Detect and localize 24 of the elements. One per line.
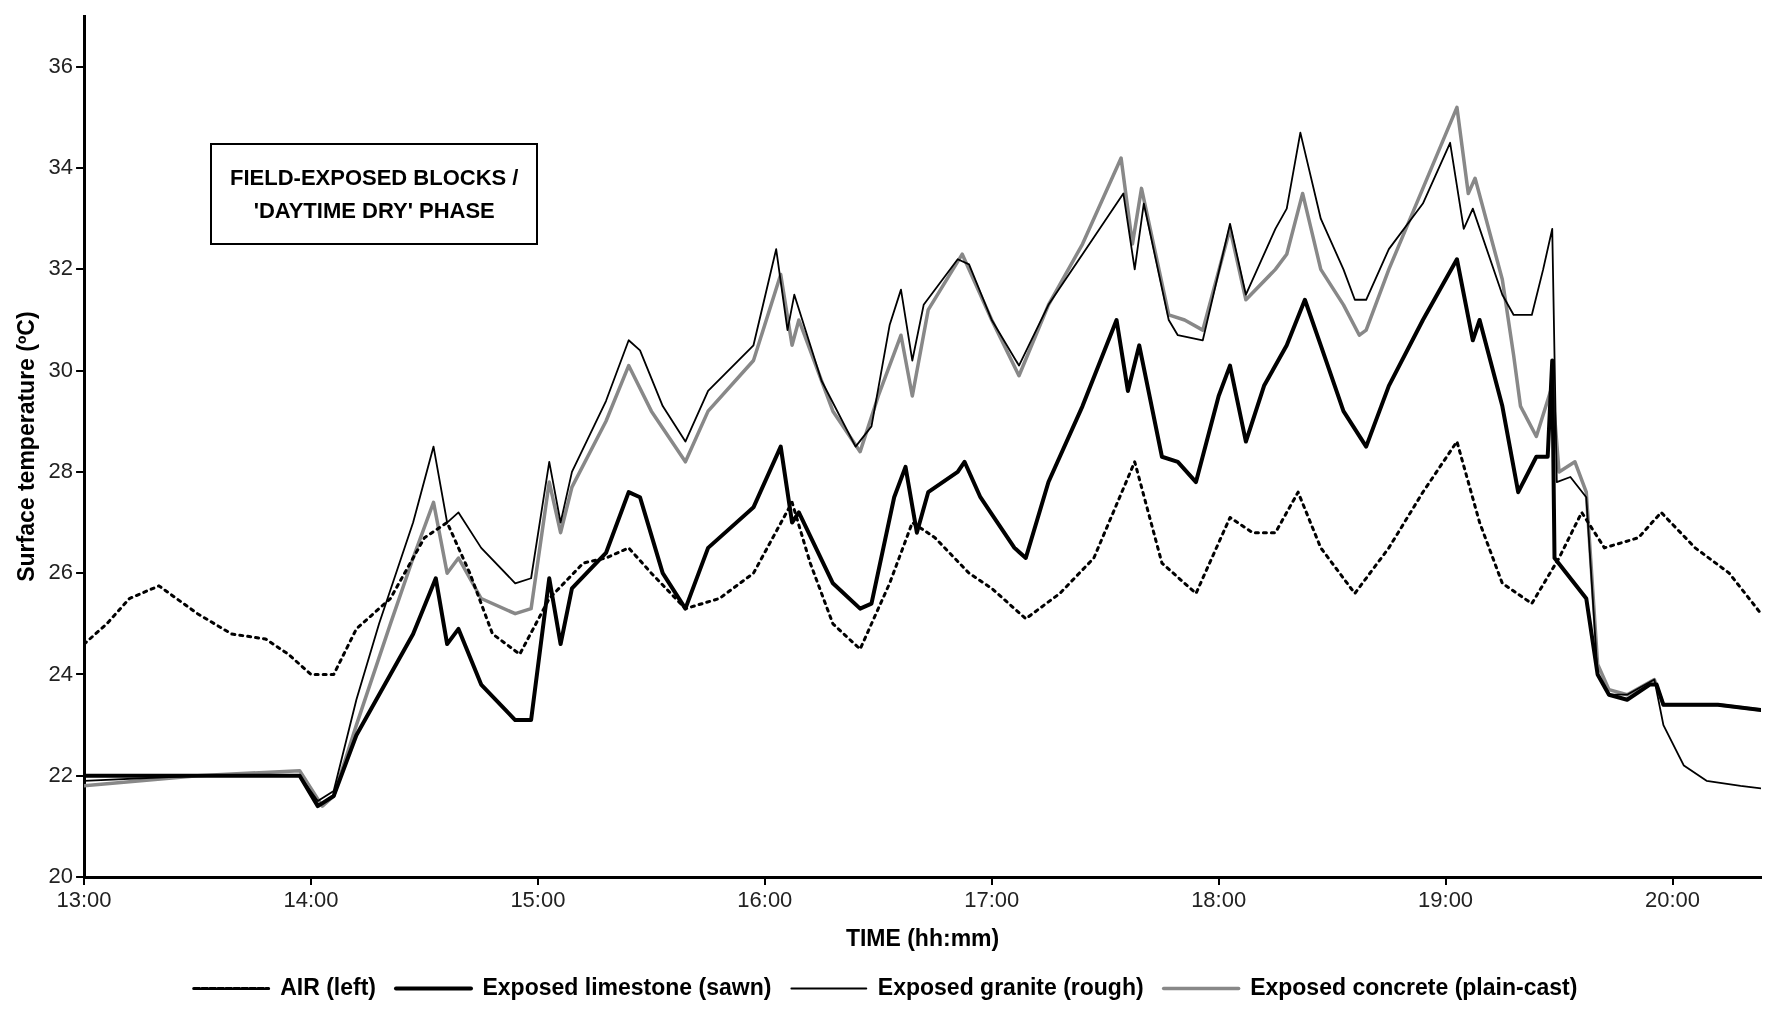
y-tick-label: 34 — [48, 154, 74, 180]
x-tick-label: 16:00 — [737, 887, 793, 913]
x-axis-title: TIME (hh:mm) — [845, 924, 1000, 951]
x-tick-label: 15:00 — [510, 887, 566, 913]
legend-label: Exposed limestone (sawn) — [482, 973, 772, 1000]
x-tick-label: 19:00 — [1418, 887, 1474, 913]
y-tick-label: 36 — [48, 52, 74, 78]
y-tick-label: 32 — [48, 255, 74, 281]
legend-label: AIR (left) — [280, 973, 376, 1000]
x-tick-label: 18:00 — [1191, 887, 1247, 913]
legend-label: Exposed concrete (plain-cast) — [1250, 973, 1578, 1000]
y-tick-label: 22 — [48, 761, 74, 787]
y-tick-label: 24 — [48, 660, 74, 686]
y-tick-label: 28 — [48, 457, 74, 483]
x-tick-label: 13:00 — [56, 887, 112, 913]
x-tick-label: 14:00 — [283, 887, 339, 913]
y-axis-title: Surface temperature (ºC) — [13, 311, 40, 582]
y-tick-label: 20 — [48, 863, 74, 889]
x-tick-label: 20:00 — [1644, 887, 1701, 913]
legend-label: Exposed granite (rough) — [877, 973, 1144, 1000]
annotation: FIELD-EXPOSED BLOCKS / 'DAYTIME DRY' PHASE — [210, 143, 539, 245]
y-tick-label: 30 — [48, 356, 74, 382]
x-tick-label: 17:00 — [964, 887, 1020, 913]
y-tick-label: 26 — [48, 559, 74, 585]
